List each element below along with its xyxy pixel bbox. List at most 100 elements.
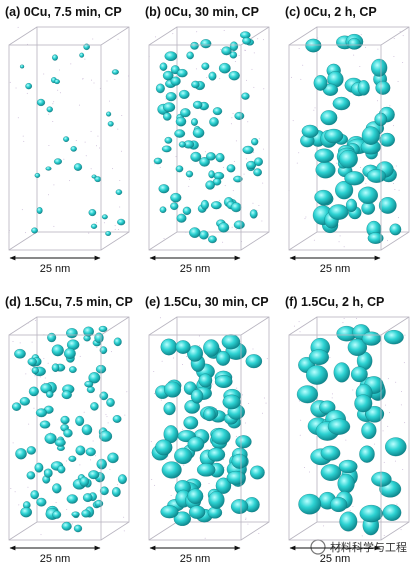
precipitate	[375, 80, 391, 95]
box-edge	[240, 231, 270, 251]
precipitate	[71, 511, 80, 518]
speckle	[360, 34, 362, 36]
speckle	[230, 123, 232, 125]
precipitate	[345, 198, 358, 212]
precipitate	[357, 80, 370, 96]
speckle	[262, 412, 264, 414]
speckle	[92, 38, 94, 40]
speckle	[253, 152, 255, 154]
precipitate	[20, 507, 32, 518]
precipitate	[25, 83, 33, 90]
speckle	[107, 422, 109, 424]
precipitate	[90, 402, 99, 411]
panel-label: (c) 0Cu, 2 h, CP	[285, 5, 377, 19]
speckle	[235, 228, 237, 230]
speckle	[183, 464, 185, 466]
speckle	[263, 397, 265, 399]
precipitate	[190, 151, 202, 162]
box-edge	[8, 334, 102, 541]
box-edge	[288, 334, 382, 541]
speckle	[114, 78, 116, 80]
speckle	[400, 529, 402, 531]
speckle	[323, 525, 325, 527]
precipitate	[105, 231, 112, 236]
speckle	[150, 441, 152, 443]
precipitate	[214, 374, 233, 388]
speckle	[114, 225, 116, 227]
speckle	[26, 92, 28, 94]
precipitate	[329, 497, 348, 512]
precipitate	[111, 487, 121, 497]
speckle	[397, 217, 399, 219]
precipitate	[339, 511, 358, 532]
precipitate	[218, 62, 231, 74]
box-edge	[288, 316, 318, 336]
speckle	[403, 362, 405, 364]
precipitate	[61, 390, 72, 400]
precipitate	[73, 524, 83, 533]
speckle	[95, 455, 97, 457]
speckle	[117, 128, 119, 130]
precipitate	[107, 452, 119, 464]
precipitate	[226, 164, 236, 173]
speckle	[31, 341, 33, 343]
precipitate	[216, 350, 231, 366]
speckle	[19, 342, 21, 344]
precipitate	[385, 437, 407, 457]
box-edge	[100, 316, 130, 336]
watermark: 材料科学与工程	[310, 539, 407, 555]
speckle	[161, 360, 163, 362]
speckle	[304, 467, 306, 469]
speckle	[365, 46, 367, 48]
precipitate	[52, 54, 58, 61]
speckle	[212, 383, 214, 385]
precipitate	[320, 464, 342, 481]
speckle	[195, 68, 197, 70]
watermark-text: 材料科学与工程	[330, 540, 407, 554]
precipitate	[90, 223, 98, 229]
speckle	[233, 161, 235, 163]
scale-label: 25 nm	[180, 553, 211, 565]
speckle	[108, 100, 110, 102]
precipitate	[83, 326, 94, 337]
precipitate	[301, 124, 319, 138]
speckle	[71, 523, 73, 525]
speckle	[170, 494, 172, 496]
speckle	[84, 141, 86, 143]
panel: (a) 0Cu, 7.5 min, CP 25 nm	[5, 5, 130, 275]
precipitate	[53, 158, 62, 165]
precipitate	[190, 389, 204, 404]
speckle	[355, 318, 357, 320]
speckle	[244, 422, 246, 424]
precipitate	[155, 83, 165, 94]
speckle	[25, 232, 27, 234]
precipitate	[206, 152, 216, 161]
speckle	[123, 516, 125, 518]
speckle	[392, 182, 394, 184]
speckle	[47, 362, 49, 364]
precipitate	[26, 446, 36, 455]
precipitate	[324, 128, 344, 144]
speckle	[223, 30, 225, 32]
box-edge	[240, 316, 270, 336]
speckle	[25, 373, 27, 375]
speckle	[373, 443, 375, 445]
precipitate	[314, 189, 333, 205]
speckle	[119, 180, 121, 182]
precipitate	[200, 199, 209, 210]
precipitate	[63, 136, 70, 142]
precipitate	[51, 363, 60, 372]
speckle	[18, 504, 20, 506]
precipitate	[63, 428, 73, 438]
speckle	[181, 428, 183, 430]
precipitate	[228, 70, 240, 81]
precipitate	[211, 428, 231, 445]
speckle	[66, 509, 68, 511]
precipitate	[174, 447, 193, 465]
speckle	[196, 31, 198, 33]
precipitate	[30, 490, 39, 500]
scale-label: 25 nm	[40, 263, 71, 275]
precipitate	[198, 373, 213, 388]
precipitate	[192, 100, 203, 109]
